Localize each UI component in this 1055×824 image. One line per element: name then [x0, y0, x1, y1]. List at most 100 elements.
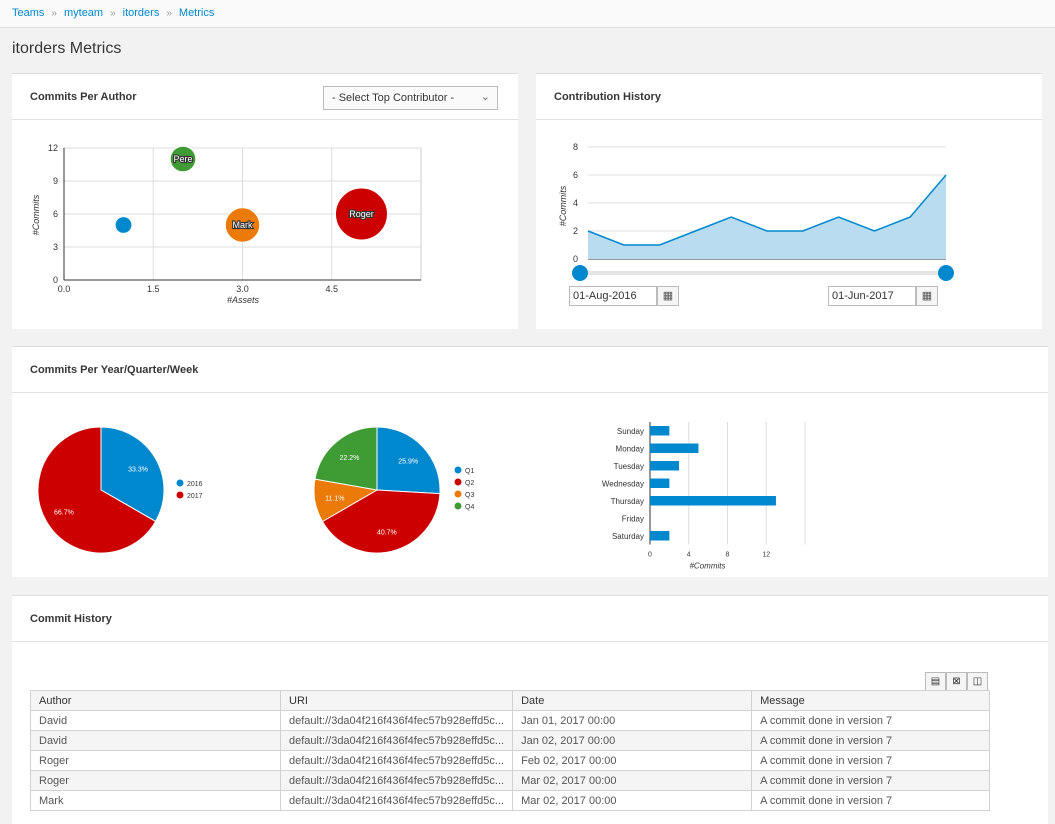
bubble-label: Mark: [233, 220, 253, 230]
bubble-chart: 0 3 6 9 12 0.0 1.5 3.0 4.5 Pere Mark Roger #Assets…: [31, 143, 422, 305]
breadcrumb-metrics[interactable]: Metrics: [178, 7, 215, 19]
end-date-input[interactable]: 01-Jun-2017: [828, 286, 916, 306]
area-fill: [588, 175, 946, 259]
table-row[interactable]: Roger default://3da04f216f436f4fec57b928…: [30, 770, 990, 791]
commit-history-card: Commit History ▤ ⊠ ◫ Author URI Date Mes…: [12, 595, 1048, 824]
column-header-uri[interactable]: URI: [279, 690, 514, 711]
cell-message: A commit done in version 7: [751, 750, 990, 771]
y-tick-label: 6: [573, 170, 578, 180]
x-tick-label: 4: [687, 552, 691, 559]
top-contributor-select[interactable]: - Select Top Contributor - ⌄: [323, 86, 498, 110]
y-tick-label: 0: [573, 254, 578, 264]
y-tick-label: Saturday: [612, 532, 644, 541]
calendar-icon[interactable]: ▦: [916, 286, 938, 306]
cell-date: Mar 02, 2017 00:00: [512, 770, 753, 791]
legend-swatch: [454, 490, 462, 498]
y-tick-label: 8: [573, 142, 578, 152]
columns-icon[interactable]: ◫: [967, 672, 988, 691]
pie-slice: [321, 489, 441, 554]
x-tick-label: 12: [762, 552, 770, 559]
table-header-row: Author URI Date Message: [30, 690, 990, 711]
x-tick-label: 0.0: [58, 284, 71, 294]
pie-slice: [314, 426, 378, 491]
slice-label: 40.7%: [377, 530, 397, 537]
card-header: Commit History: [12, 596, 1048, 642]
cell-author: David: [30, 710, 281, 731]
x-tick-label: 1.5: [147, 284, 160, 294]
bar: [650, 531, 670, 541]
column-header-author[interactable]: Author: [30, 690, 281, 711]
legend-swatch: [176, 491, 184, 499]
export-file-icon[interactable]: ▤: [925, 672, 946, 691]
cell-author: Mark: [30, 790, 281, 811]
bar: [650, 461, 680, 471]
breadcrumb-teams[interactable]: Teams: [12, 7, 45, 19]
bar: [650, 478, 670, 488]
bar: [650, 426, 670, 436]
legend-label: Q3: [465, 492, 474, 499]
column-header-message[interactable]: Message: [751, 690, 990, 711]
legend-swatch: [176, 479, 184, 487]
cell-message: A commit done in version 7: [751, 770, 990, 791]
legend-swatch: [454, 466, 462, 474]
y-tick-label: 6: [53, 209, 58, 219]
bubble-point: [114, 216, 133, 234]
range-slider-end-handle[interactable]: [938, 265, 954, 281]
y-tick-label: 12: [48, 143, 58, 153]
y-tick-label: 2: [573, 226, 578, 236]
bubble-point: [335, 187, 388, 241]
bar-chart-weekday: 0 4 8 12 Sunday Monday Tuesday Wednesday Thursda…: [602, 422, 806, 571]
y-tick-label: 9: [53, 176, 58, 186]
cell-author: David: [30, 730, 281, 751]
commits-per-period-card: Commits Per Year/Quarter/Week 33.3% 66.7%…: [12, 346, 1048, 577]
breadcrumb-separator: »: [166, 8, 172, 19]
y-tick-label: Wednesday: [602, 479, 644, 488]
y-axis-label: #Commits: [31, 194, 41, 235]
x-tick-label: 0: [648, 552, 652, 559]
column-header-date[interactable]: Date: [512, 690, 753, 711]
breadcrumb: Teams » myteam » itorders » Metrics: [0, 0, 1055, 28]
y-tick-label: Sunday: [617, 427, 644, 436]
table-row[interactable]: Roger default://3da04f216f436f4fec57b928…: [30, 750, 990, 771]
commits-per-author-card: Commits Per Author - Select Top Contribu…: [12, 73, 518, 329]
x-tick-label: 3.0: [236, 284, 249, 294]
y-axis-label: #Commits: [558, 185, 568, 226]
cell-uri: default://3da04f216f436f4fec57b928effd5c…: [279, 730, 514, 751]
bubble-point: [169, 145, 197, 173]
card-title: Commits Per Year/Quarter/Week: [30, 364, 199, 376]
page-title: itorders Metrics: [12, 40, 122, 57]
breadcrumb-myteam[interactable]: myteam: [63, 7, 104, 19]
pie-slice: [100, 426, 165, 523]
breadcrumb-separator: »: [110, 8, 116, 19]
cell-author: Roger: [30, 770, 281, 791]
y-tick-label: 0: [53, 275, 58, 285]
range-slider-start-handle[interactable]: [572, 265, 588, 281]
card-title: Commit History: [30, 613, 112, 625]
table-row[interactable]: David default://3da04f216f436f4fec57b928…: [30, 730, 990, 751]
table-row[interactable]: David default://3da04f216f436f4fec57b928…: [30, 710, 990, 731]
bar: [650, 496, 776, 506]
card-header: Commits Per Year/Quarter/Week: [12, 347, 1048, 393]
breadcrumb-separator: »: [51, 8, 57, 19]
start-date-input[interactable]: 01-Aug-2016: [569, 286, 657, 306]
slice-label: 11.1%: [325, 495, 344, 502]
slice-label: 25.9%: [398, 459, 418, 466]
export-excel-icon[interactable]: ⊠: [946, 672, 967, 691]
pie-chart-quarter: 25.9% 40.7% 11.1% 22.2% Q1 Q2 Q3 Q4: [313, 426, 474, 554]
y-tick-label: 4: [573, 198, 578, 208]
card-header: Commits Per Author - Select Top Contribu…: [12, 74, 518, 120]
x-axis-label: #Commits: [689, 562, 725, 571]
calendar-icon[interactable]: ▦: [657, 286, 679, 306]
breadcrumb-itorders[interactable]: itorders: [122, 7, 160, 19]
cell-uri: default://3da04f216f436f4fec57b928effd5c…: [279, 710, 514, 731]
slice-label: 22.2%: [340, 455, 360, 462]
y-tick-label: Thursday: [611, 497, 644, 506]
table-row[interactable]: Mark default://3da04f216f436f4fec57b928e…: [30, 790, 990, 811]
chart-marks: Pere Mark Roger: [114, 145, 388, 243]
contribution-history-card: Contribution History 0 2 4 6 8 #Commits 01-A…: [536, 73, 1042, 329]
cell-date: Jan 01, 2017 00:00: [512, 710, 753, 731]
cell-message: A commit done in version 7: [751, 790, 990, 811]
legend-label: 2016: [187, 481, 203, 488]
legend-label: Q4: [465, 504, 474, 511]
commit-history-table: Author URI Date Message David default://…: [30, 690, 990, 811]
